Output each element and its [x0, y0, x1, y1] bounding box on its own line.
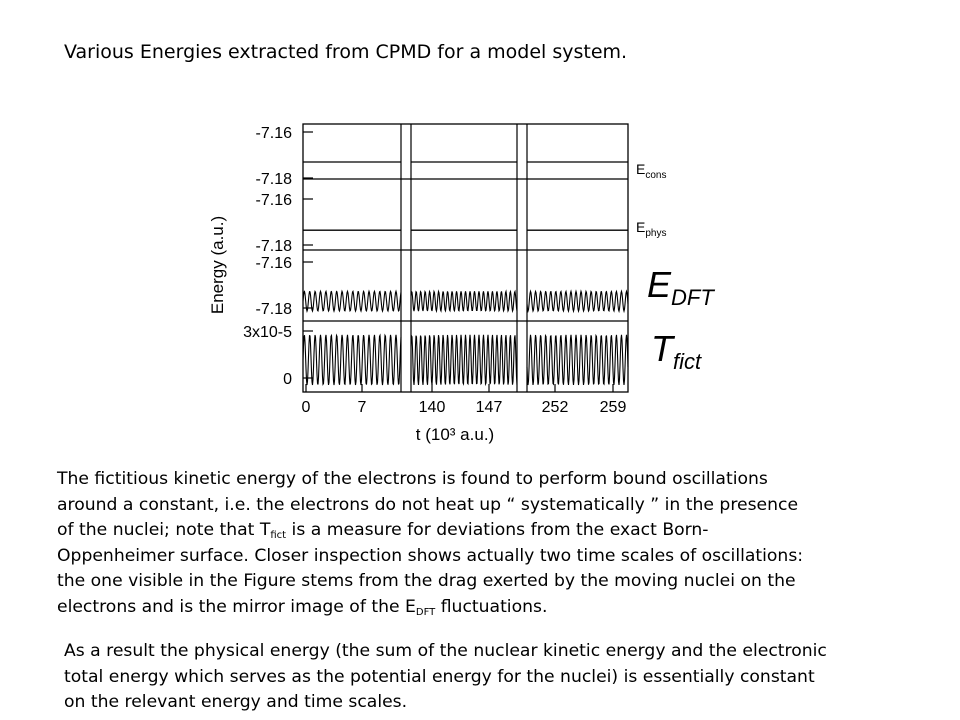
series-line-T_fict [302, 333, 402, 386]
para1-line: Oppenheimer surface. Closer inspection s… [57, 545, 804, 566]
para1-line: of the nuclei; note that Tfict is a meas… [57, 518, 887, 544]
series-label-E_phys: Ephys [636, 219, 666, 239]
para2-line: As a result the physical energy (the sum… [64, 641, 827, 661]
para2-line: on the relevant energy and time scales. [64, 692, 408, 712]
x-tick-label: 7 [358, 399, 367, 416]
series-label-E_cons: Econs [636, 161, 666, 181]
series-line-E_DFT [302, 289, 402, 313]
para1-line: the one visible in the Figure stems from… [57, 571, 796, 591]
para1-line: The fictitious kinetic energy of the ele… [57, 469, 768, 489]
series-line-T_fict [410, 333, 518, 387]
series-label-E_DFT: EDFT [647, 264, 715, 310]
y-tick-label: 0 [283, 371, 292, 388]
plot-frame [302, 123, 629, 393]
y-axis-label: Energy (a.u.) [208, 216, 227, 314]
y-tick-label: -7.18 [256, 301, 293, 318]
series-label-T_fict: Tfict [651, 328, 702, 374]
x-tick-label: 252 [542, 399, 569, 416]
x-tick-label: 140 [419, 399, 446, 416]
series-line-E_DFT [410, 289, 518, 314]
x-tick-label: 259 [600, 399, 627, 416]
para1-text: is a measure for deviations from the exa… [286, 520, 709, 540]
paragraph-tfict: The fictitious kinetic energy of the ele… [57, 467, 887, 620]
para1-subscript: DFT [415, 606, 436, 618]
y-tick-label: -7.18 [256, 238, 293, 255]
y-tick-label: -7.16 [256, 192, 293, 209]
para1-line: around a constant, i.e. the electrons do… [57, 494, 799, 515]
series-labels: Econs Ephys EDFT Tfict [636, 161, 715, 374]
series-line-E_DFT [526, 289, 629, 314]
x-axis-label: t (10³ a.u.) [416, 425, 494, 444]
y-tick-label: -7.16 [256, 125, 293, 142]
para1-subscript: fict [270, 530, 287, 541]
series-line-T_fict [526, 333, 629, 386]
series-layer [302, 161, 629, 387]
paragraph-ephys: As a result the physical energy (the sum… [64, 639, 914, 716]
x-tick-label: 0 [302, 399, 311, 416]
para1-text: fluctuations. [435, 596, 548, 617]
y-tick-label: -7.16 [256, 255, 293, 272]
page-title: Various Energies extracted from CPMD for… [64, 41, 628, 63]
para2-line: total energy which serves as the potenti… [64, 666, 815, 687]
y-tick-label: -7.18 [256, 171, 293, 188]
y-tick-label: 3x10-5 [243, 324, 292, 341]
para1-text: of the nuclei; note that T [57, 520, 271, 540]
x-tick-label: 147 [476, 399, 503, 416]
plot-border [302, 123, 629, 393]
para1-line: electrons and is the mirror image of the… [57, 595, 887, 621]
para1-text: electrons and is the mirror image of the… [57, 596, 416, 617]
